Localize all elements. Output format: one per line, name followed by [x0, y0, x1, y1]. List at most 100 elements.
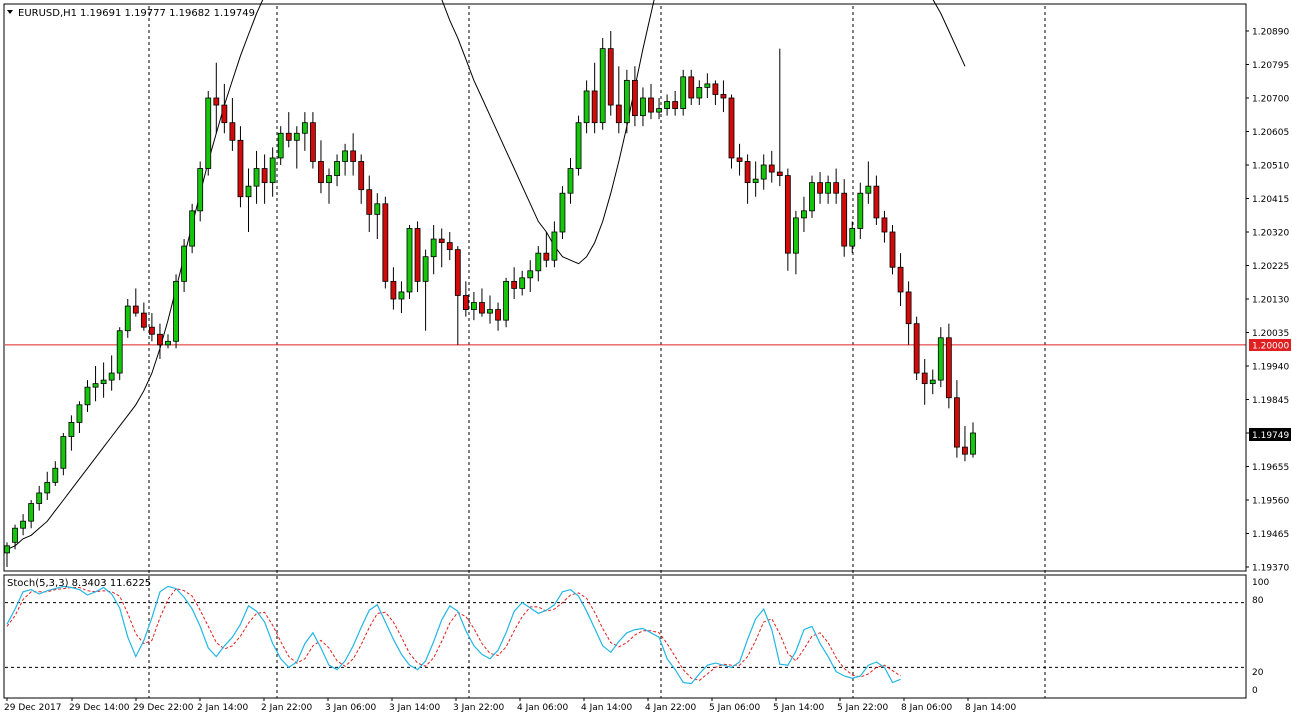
- current-price-label: 1.19749: [1252, 431, 1289, 441]
- candle: [132, 288, 139, 317]
- dropdown-triangle-icon[interactable]: [7, 10, 13, 14]
- candle-body: [503, 280, 510, 321]
- candle: [736, 143, 743, 176]
- candle-body: [527, 270, 534, 279]
- candle-body: [406, 228, 413, 293]
- candle-body: [237, 139, 244, 198]
- candle: [36, 485, 43, 511]
- price-tick-label: 1.19845: [1252, 396, 1289, 406]
- candle-body: [205, 97, 212, 169]
- candle-body: [873, 185, 880, 219]
- candle-body: [140, 312, 147, 328]
- candle: [430, 224, 437, 275]
- candle: [656, 98, 662, 120]
- candle: [672, 90, 679, 116]
- candle: [213, 62, 220, 134]
- candle-body: [148, 326, 155, 335]
- time-tick-label: 5 Jan 22:00: [837, 703, 889, 713]
- candle: [817, 172, 823, 204]
- candle-body: [897, 266, 904, 293]
- time-tick-label: 5 Jan 06:00: [709, 703, 761, 713]
- candle: [841, 179, 848, 257]
- time-axis: 29 Dec 2017 29 Dec 14:00 29 Dec 22:00 2 Jan…: [4, 698, 1017, 713]
- stochastic-label: Stoch(5,3,3) 8.3403 11.6225: [7, 578, 151, 589]
- symbol-label: EURUSD,H1: [18, 8, 77, 19]
- candle-body: [68, 422, 75, 437]
- time-tick-label: 2 Jan 14:00: [197, 703, 249, 713]
- candle: [784, 168, 791, 271]
- candle-body: [784, 175, 791, 254]
- time-tick-label: 3 Jan 06:00: [325, 703, 377, 713]
- candle-body: [535, 252, 542, 272]
- candle: [648, 83, 654, 120]
- candle: [664, 94, 670, 116]
- candle: [245, 168, 252, 232]
- candle: [76, 401, 83, 433]
- stoch-level-80: 80: [1252, 596, 1264, 606]
- candle-body: [309, 122, 316, 162]
- price-tick-label: 1.20510: [1252, 162, 1289, 172]
- candle: [221, 83, 228, 134]
- candle: [599, 38, 606, 130]
- candle: [197, 161, 204, 222]
- candle: [551, 221, 558, 268]
- candle: [398, 281, 405, 314]
- candle: [559, 186, 566, 240]
- candle: [390, 267, 397, 310]
- candle-body: [414, 228, 421, 282]
- candle: [583, 80, 590, 134]
- candle: [945, 323, 952, 409]
- candle-body: [801, 210, 807, 219]
- candle: [422, 249, 429, 331]
- candle-body: [438, 238, 445, 243]
- moving-average-layer: [6, 0, 966, 550]
- candle-body: [599, 48, 606, 124]
- stochastic-pane-frame: [3, 574, 1247, 699]
- candle: [205, 90, 212, 176]
- stoch-level-20: 20: [1252, 668, 1264, 678]
- candle: [100, 362, 107, 398]
- stochastic-main-line: [6, 585, 901, 685]
- candle: [768, 150, 775, 183]
- candle-body: [623, 79, 630, 124]
- frame-layer: [3, 3, 1247, 699]
- candle: [503, 277, 510, 328]
- candle: [68, 415, 75, 451]
- candle: [173, 274, 179, 349]
- candle-body: [559, 192, 566, 233]
- candle-body: [857, 192, 864, 229]
- candle-body: [253, 168, 260, 187]
- candle-body: [28, 503, 35, 522]
- candle: [801, 196, 807, 232]
- candle: [350, 133, 357, 176]
- candle: [326, 168, 332, 204]
- candle-body: [342, 150, 349, 162]
- current-price-tag: [1249, 428, 1291, 441]
- candle: [108, 355, 115, 391]
- candle: [28, 500, 35, 529]
- price-tick-label: 1.20225: [1252, 262, 1289, 272]
- stoch-level-100: 100: [1252, 578, 1269, 588]
- candle-body: [656, 108, 662, 113]
- candle-body: [728, 97, 735, 159]
- candle-body: [221, 104, 228, 124]
- chart-header: EURUSD,H1 1.19691 1.19777 1.19682 1.1974…: [7, 8, 255, 19]
- candle: [704, 73, 711, 98]
- candle: [454, 246, 461, 345]
- candle: [929, 369, 936, 395]
- price-tick-label: 1.20700: [1252, 95, 1289, 105]
- candle-body: [640, 97, 646, 117]
- candle: [285, 112, 292, 148]
- candle-body: [954, 397, 960, 448]
- moving-average-line: [6, 0, 966, 550]
- price-tick-label: 1.20130: [1252, 296, 1289, 306]
- candle-body: [132, 305, 139, 314]
- candle-body: [374, 203, 381, 215]
- candle-body: [20, 520, 27, 529]
- candle: [20, 514, 27, 536]
- candle-body: [446, 242, 453, 251]
- time-tick-label: 3 Jan 22:00: [453, 703, 505, 713]
- candle-body: [921, 372, 928, 385]
